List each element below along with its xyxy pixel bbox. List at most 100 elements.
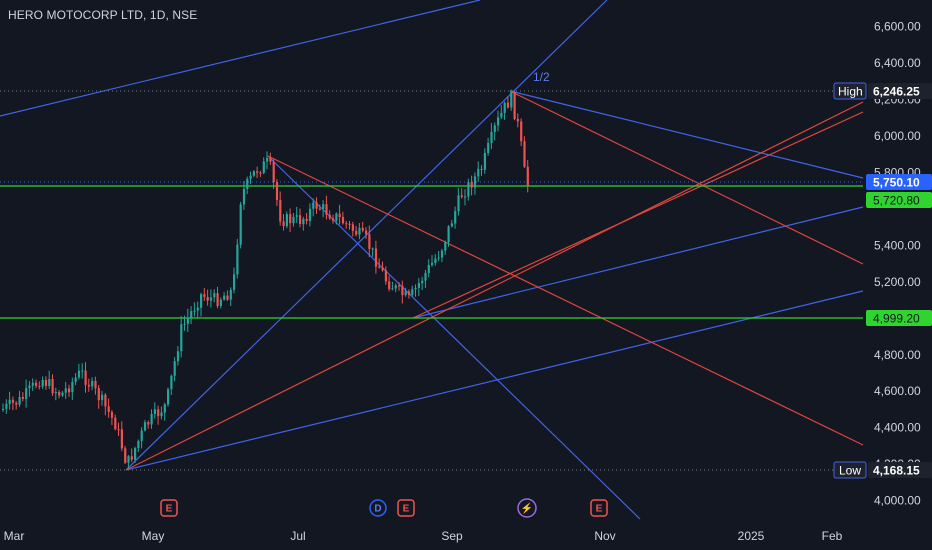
time-tick-label: Feb [822,529,843,543]
event-marker-letter: E [596,504,603,515]
candle-body [282,221,285,227]
earnings-icon[interactable]: E [160,499,178,517]
event-marker-letter: E [403,504,410,515]
earnings-icon[interactable]: E [397,499,415,517]
candle-body [338,213,341,217]
candle-body [503,102,506,113]
candle-body [325,204,328,215]
candle-body [107,406,110,412]
candle-body [332,218,335,221]
candle-body [173,361,176,376]
candle-body [190,311,193,318]
candle-body [71,381,74,393]
blue-trend-line-aug-up[interactable] [412,206,864,319]
candle-body [431,262,434,265]
blue-trend-line-low-up[interactable] [125,290,864,471]
current-price-value: 5,750.10 [873,176,920,190]
candle-body [510,92,513,108]
red-fan-line-1[interactable] [125,101,864,471]
candle-body [487,143,490,153]
time-axis[interactable]: Mar May Jul Sep Nov 2025 Feb [4,529,843,543]
annotation-label[interactable]: 1/2 [533,70,550,84]
candlestick-series[interactable] [2,89,529,468]
price-tick-label: 5,200.00 [874,275,921,289]
blue-trend-line-high-down[interactable] [509,90,864,179]
candle-body [523,141,526,167]
price-tick-label: 4,400.00 [874,421,921,435]
earnings-icon[interactable]: E [590,499,608,517]
candle-body [157,409,160,417]
low-tag-label: Low [839,464,861,478]
candle-body [520,121,523,142]
candle-body [312,202,315,209]
candle-body [464,196,467,198]
candle-body [101,394,104,401]
candle-body [480,168,483,170]
candle-body [299,215,302,224]
candle-body [170,375,173,390]
candle-body [497,117,500,126]
candle-body [226,295,229,300]
red-fan-line-3[interactable] [267,155,864,446]
candle-body [388,281,391,290]
candle-body [25,388,28,399]
candle-body [351,224,354,231]
candle-body [143,422,147,431]
candle-body [28,385,31,389]
candle-body [450,223,453,227]
candle-body [411,289,414,295]
symbol-title[interactable]: HERO MOTOCORP LTD, 1D, NSE [8,8,198,22]
candle-body [490,131,493,143]
dividend-icon[interactable]: D [369,499,387,517]
candle-body [233,274,236,290]
candle-body [368,234,371,249]
candle-body [203,294,206,297]
candle-body [328,214,331,219]
candle-body [216,293,219,306]
candle-body [500,112,503,118]
candle-body [176,351,180,362]
candle-body [404,291,407,296]
candle-body [302,218,305,225]
candle-body [213,293,216,298]
candle-body [470,182,473,188]
blue-trend-line-jun-down[interactable] [267,155,641,520]
candle-body [84,370,87,385]
candle-body [371,248,374,250]
candle-body [35,382,38,386]
candle-body [140,430,143,442]
candle-body [236,244,239,275]
candle-body [266,158,269,162]
candle-body [407,291,411,295]
green-level-tag-1: 5,720.80 [866,192,932,208]
candle-body [460,195,463,197]
low-tag: Low 4,168.15 [833,461,932,479]
candle-body [295,215,298,217]
candle-body [365,230,368,235]
candle-body [137,441,140,448]
candle-body [110,412,114,418]
red-fan-line-4[interactable] [509,90,864,265]
candle-body [249,175,252,179]
candle-body [477,168,480,177]
candle-body [81,370,84,372]
candle-body [41,380,44,387]
split-icon[interactable]: ⚡ [517,498,537,518]
candle-body [193,310,196,312]
candle-body [239,204,242,245]
candle-body [305,218,308,221]
candle-body [391,288,394,290]
candle-body [117,429,120,431]
candle-body [345,223,348,225]
time-tick-label: Mar [4,529,25,543]
candle-body [318,208,321,210]
event-markers[interactable]: E D E ⚡ E [160,498,608,518]
candle-body [473,176,477,188]
time-tick-label: Sep [441,529,463,543]
candle-body [424,272,427,281]
candle-body [467,182,470,197]
blue-trend-line-top[interactable] [0,0,481,117]
red-fan-line-2[interactable] [412,111,864,319]
candle-body [355,230,358,235]
